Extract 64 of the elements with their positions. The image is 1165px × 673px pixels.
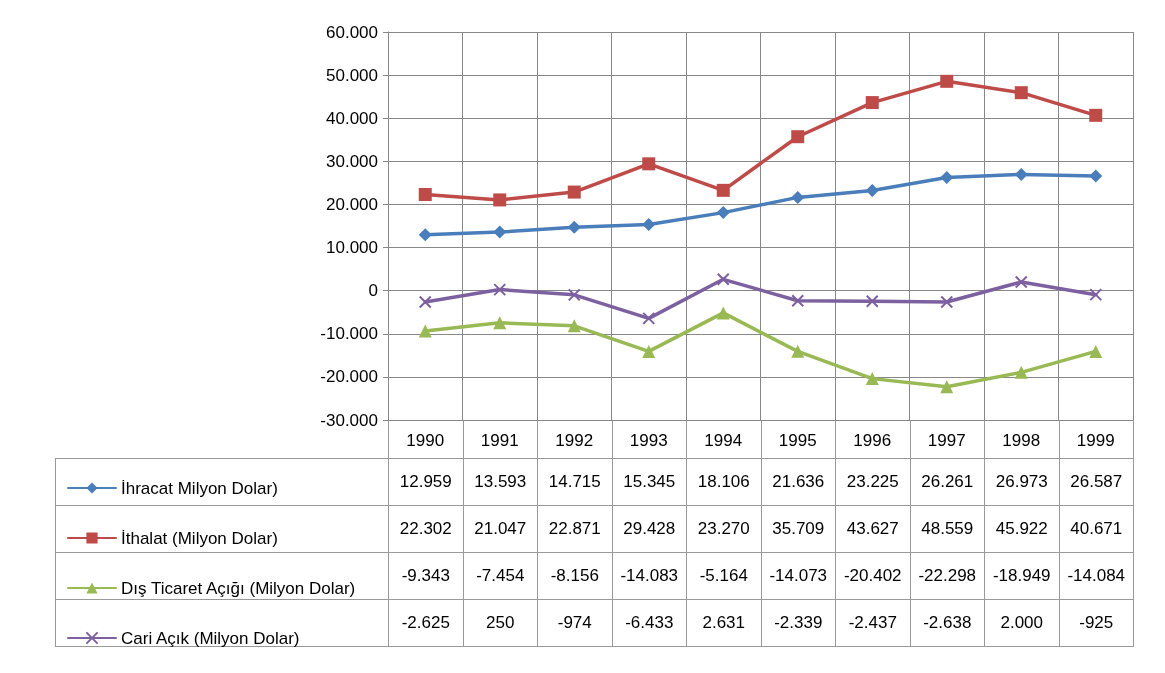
y-tick-label: 0 — [368, 281, 378, 301]
data-label: 13.593 — [463, 458, 538, 506]
data-label: 18.106 — [686, 458, 761, 506]
data-label: 12.959 — [388, 458, 463, 506]
y-tick-label: 40.000 — [326, 108, 378, 128]
data-label: -14.073 — [761, 552, 836, 600]
x-tick-label: 1999 — [1076, 431, 1115, 450]
data-label: 48.559 — [910, 505, 985, 553]
data-label: -974 — [537, 599, 612, 647]
data-label: -2.437 — [835, 599, 910, 647]
data-label: 21.047 — [463, 505, 538, 553]
data-label: 26.261 — [910, 458, 985, 506]
data-label: -2.339 — [761, 599, 836, 647]
x-tick-label: 1993 — [629, 431, 668, 450]
data-label: 23.270 — [686, 505, 761, 553]
x-tick-label: 1990 — [406, 431, 445, 450]
data-label: -14.084 — [1059, 552, 1134, 600]
legend-label: Cari Açık (Milyon Dolar) — [121, 628, 300, 648]
x-tick-label: 1991 — [480, 431, 519, 450]
data-label: -5.164 — [686, 552, 761, 600]
legend-label: Dış Ticaret Açığı (Milyon Dolar) — [121, 578, 356, 598]
y-tick-label: 20.000 — [326, 194, 378, 214]
data-label: -9.343 — [388, 552, 463, 600]
data-label: 14.715 — [537, 458, 612, 506]
data-label: -2.638 — [910, 599, 985, 647]
data-label: 250 — [463, 599, 538, 647]
y-tick-label: 10.000 — [326, 238, 378, 258]
data-label: 22.871 — [537, 505, 612, 553]
data-label: 2.631 — [686, 599, 761, 647]
y-tick-label: 30.000 — [326, 151, 378, 171]
x-tick-label: 1996 — [853, 431, 892, 450]
data-label: -14.083 — [612, 552, 687, 600]
data-label: 21.636 — [761, 458, 836, 506]
y-tick-label: -20.000 — [320, 367, 378, 387]
legend-label: İthalat (Milyon Dolar) — [121, 528, 278, 548]
data-label: 45.922 — [984, 505, 1059, 553]
y-tick-label: 60.000 — [326, 22, 378, 42]
data-label: -925 — [1059, 599, 1134, 647]
data-label: 26.587 — [1059, 458, 1134, 506]
data-label: 35.709 — [761, 505, 836, 553]
x-tick-label: 1992 — [555, 431, 594, 450]
y-tick-label: 50.000 — [326, 65, 378, 85]
data-label: 26.973 — [984, 458, 1059, 506]
data-label: -6.433 — [612, 599, 687, 647]
x-tick-label: 1997 — [927, 431, 966, 450]
x-tick-label: 1995 — [778, 431, 817, 450]
data-label: -18.949 — [984, 552, 1059, 600]
data-label: 23.225 — [835, 458, 910, 506]
y-tick-label: -10.000 — [320, 324, 378, 344]
data-label: -22.298 — [910, 552, 985, 600]
data-label: -2.625 — [388, 599, 463, 647]
data-label: 22.302 — [388, 505, 463, 553]
y-tick-label: -30.000 — [320, 410, 378, 430]
data-label: 15.345 — [612, 458, 687, 506]
x-tick-label: 1998 — [1002, 431, 1041, 450]
data-label: -7.454 — [463, 552, 538, 600]
data-label: -20.402 — [835, 552, 910, 600]
x-tick-label: 1994 — [704, 431, 743, 450]
legend-label: İhracat Milyon Dolar) — [121, 478, 278, 498]
data-label: 43.627 — [835, 505, 910, 553]
data-label: 40.671 — [1059, 505, 1134, 553]
data-label: 29.428 — [612, 505, 687, 553]
data-label: -8.156 — [537, 552, 612, 600]
data-label: 2.000 — [984, 599, 1059, 647]
